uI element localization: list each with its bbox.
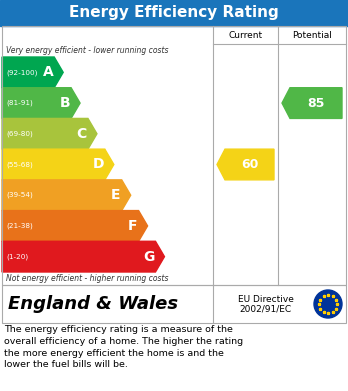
- Text: E: E: [111, 188, 121, 202]
- Text: Potential: Potential: [292, 30, 332, 39]
- Polygon shape: [282, 88, 342, 118]
- Text: C: C: [77, 127, 87, 141]
- Text: (81-91): (81-91): [6, 100, 33, 106]
- Text: EU Directive: EU Directive: [238, 294, 293, 303]
- Text: Energy Efficiency Rating: Energy Efficiency Rating: [69, 5, 279, 20]
- Text: Current: Current: [228, 30, 262, 39]
- Bar: [0, 0, 348, 26]
- Text: England & Wales: England & Wales: [8, 295, 178, 313]
- Text: (69-80): (69-80): [6, 131, 33, 137]
- Text: 2002/91/EC: 2002/91/EC: [239, 305, 292, 314]
- Polygon shape: [2, 57, 63, 88]
- Text: Not energy efficient - higher running costs: Not energy efficient - higher running co…: [6, 274, 168, 283]
- Text: Very energy efficient - lower running costs: Very energy efficient - lower running co…: [6, 46, 168, 55]
- Text: F: F: [128, 219, 137, 233]
- Polygon shape: [2, 180, 131, 211]
- Text: (21-38): (21-38): [6, 223, 33, 229]
- Polygon shape: [2, 88, 80, 118]
- Text: G: G: [143, 249, 155, 264]
- Polygon shape: [2, 149, 114, 180]
- Polygon shape: [2, 241, 165, 272]
- Text: (1-20): (1-20): [6, 253, 28, 260]
- Text: The energy efficiency rating is a measure of the
overall efficiency of a home. T: The energy efficiency rating is a measur…: [4, 325, 243, 369]
- Text: 85: 85: [307, 97, 325, 109]
- Text: (92-100): (92-100): [6, 69, 37, 75]
- Bar: [2, 26, 346, 285]
- Text: 60: 60: [241, 158, 258, 171]
- Polygon shape: [2, 211, 148, 241]
- Polygon shape: [2, 118, 97, 149]
- Text: (39-54): (39-54): [6, 192, 33, 199]
- Polygon shape: [217, 149, 274, 180]
- Bar: [2, 285, 346, 323]
- Text: A: A: [42, 65, 53, 79]
- Text: (55-68): (55-68): [6, 161, 33, 168]
- Text: D: D: [92, 158, 104, 172]
- Text: B: B: [60, 96, 70, 110]
- Circle shape: [314, 290, 342, 318]
